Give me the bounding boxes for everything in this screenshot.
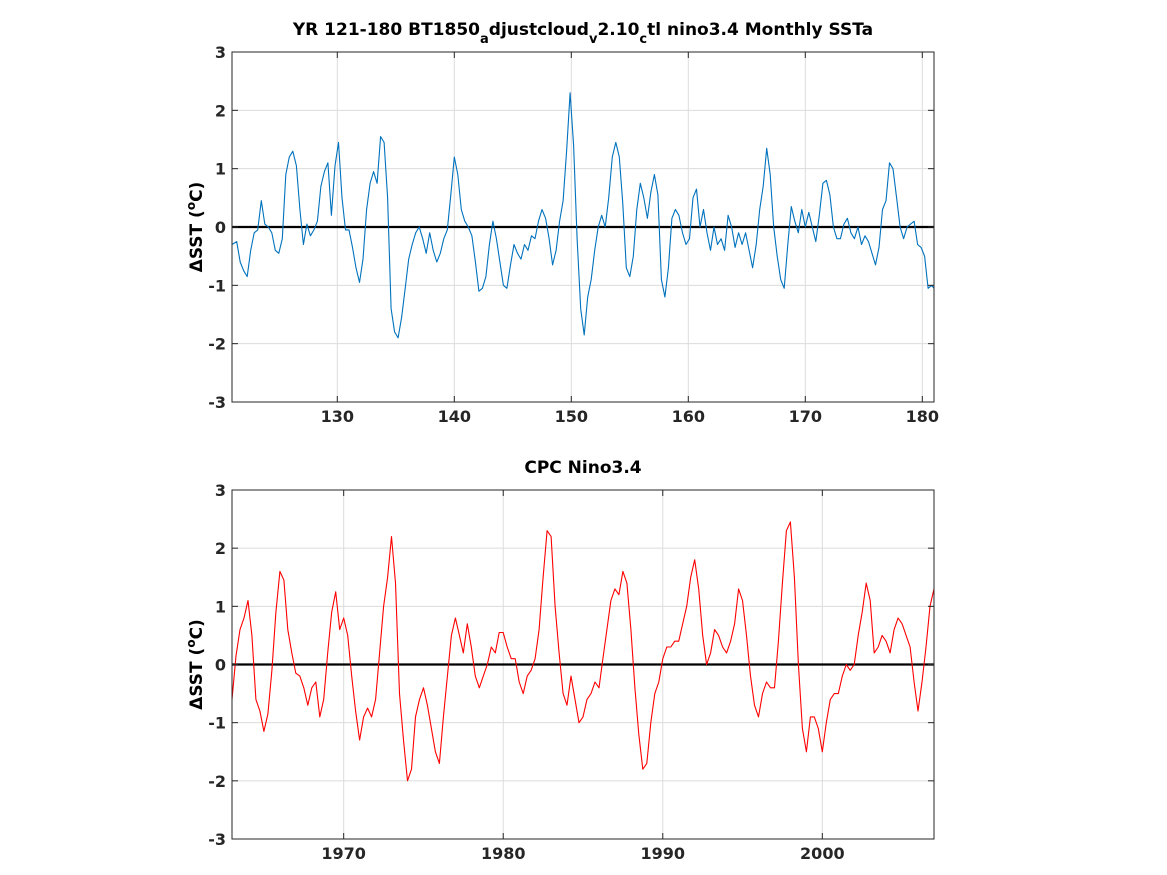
chart-title-text: tl nino3.4 Monthly SSTa xyxy=(647,20,873,40)
y-tick-label: -2 xyxy=(208,335,226,354)
x-tick-label: 1990 xyxy=(641,844,686,863)
chart-title-text: CPC Nino3.4 xyxy=(524,458,641,478)
y-axis-label-text: ΔSST ( xyxy=(187,648,207,710)
y-tick-label: -1 xyxy=(208,714,226,733)
chart-title-text: djustcloud xyxy=(489,20,589,40)
y-tick-label: 3 xyxy=(215,43,226,62)
y-tick-label: -3 xyxy=(208,830,226,849)
x-tick-label: 170 xyxy=(789,407,822,426)
y-axis-label-text: C) xyxy=(187,182,207,202)
bottom-chart: 1970 1980 1990 2000 -3 -2 -1 0 1 2 3 CPC Nino3.4 ΔSS… xyxy=(184,458,935,863)
top-chart: 130 140 150 160 170 180 -3 -2 -1 0 1 2 3 YR 121-180 B… xyxy=(184,20,939,426)
y-tick-label: -1 xyxy=(208,276,226,295)
x-tick-label: 160 xyxy=(672,407,705,426)
x-tick-label: 1970 xyxy=(321,844,366,863)
chart-title-text: 2.10 xyxy=(597,20,639,40)
y-axis-label: ΔSST (oC) xyxy=(184,182,207,273)
x-tick-label: 1980 xyxy=(481,844,526,863)
x-tick-label: 150 xyxy=(555,407,588,426)
chart-title: YR 121-180 BT1850adjustcloudv2.10ctl nin… xyxy=(292,20,873,47)
series-line xyxy=(231,92,935,339)
y-axis-label-superscript: o xyxy=(184,202,198,210)
chart-title-text: YR 121-180 BT1850 xyxy=(292,20,480,40)
y-tick-label: 1 xyxy=(215,160,226,179)
y-tick-label: 0 xyxy=(215,218,226,237)
chart-title-subscript: v xyxy=(589,32,598,47)
chart-title-subscript: a xyxy=(480,32,489,47)
y-axis-label-text: ΔSST ( xyxy=(187,210,207,272)
y-tick-label: 0 xyxy=(215,656,226,675)
y-axis-label-superscript: o xyxy=(184,639,198,647)
x-tick-label: 2000 xyxy=(800,844,845,863)
x-tick-label: 180 xyxy=(906,407,939,426)
y-axis-label: ΔSST (oC) xyxy=(184,619,207,710)
y-tick-label: 3 xyxy=(215,481,226,500)
y-tick-label: 2 xyxy=(215,101,226,120)
y-tick-label: -3 xyxy=(208,393,226,412)
chart-title-subscript: c xyxy=(639,32,647,47)
y-tick-label: 2 xyxy=(215,539,226,558)
chart-title: CPC Nino3.4 xyxy=(524,458,641,478)
x-tick-label: 130 xyxy=(321,407,354,426)
series-line xyxy=(231,521,935,782)
y-tick-label: 1 xyxy=(215,597,226,616)
y-axis-label-text: C) xyxy=(187,619,207,639)
y-tick-label: -2 xyxy=(208,772,226,791)
x-tick-label: 140 xyxy=(438,407,471,426)
